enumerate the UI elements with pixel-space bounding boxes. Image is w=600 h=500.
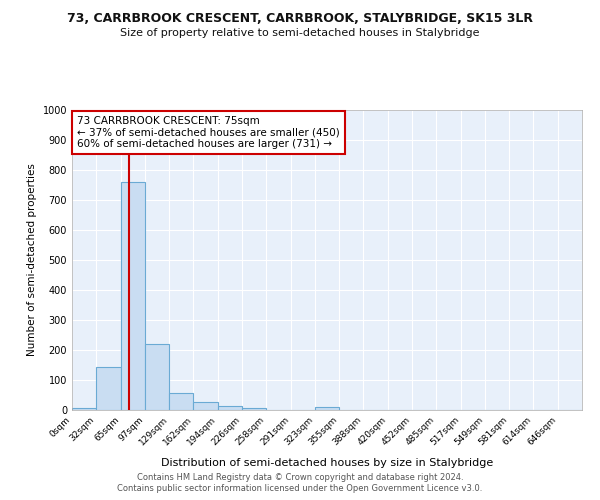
Bar [145, 344, 169, 410]
Bar [218, 406, 242, 410]
Bar [315, 407, 339, 410]
Bar [72, 408, 96, 410]
Bar [193, 402, 218, 410]
Text: Contains HM Land Registry data © Crown copyright and database right 2024.: Contains HM Land Registry data © Crown c… [137, 472, 463, 482]
X-axis label: Distribution of semi-detached houses by size in Stalybridge: Distribution of semi-detached houses by … [161, 458, 493, 468]
Bar [242, 408, 266, 410]
Text: Size of property relative to semi-detached houses in Stalybridge: Size of property relative to semi-detach… [120, 28, 480, 38]
Bar [96, 366, 121, 410]
Bar [169, 392, 193, 410]
Y-axis label: Number of semi-detached properties: Number of semi-detached properties [27, 164, 37, 356]
Text: 73 CARRBROOK CRESCENT: 75sqm
← 37% of semi-detached houses are smaller (450)
60%: 73 CARRBROOK CRESCENT: 75sqm ← 37% of se… [77, 116, 340, 149]
Bar [121, 182, 145, 410]
Text: Contains public sector information licensed under the Open Government Licence v3: Contains public sector information licen… [118, 484, 482, 493]
Text: 73, CARRBROOK CRESCENT, CARRBROOK, STALYBRIDGE, SK15 3LR: 73, CARRBROOK CRESCENT, CARRBROOK, STALY… [67, 12, 533, 26]
